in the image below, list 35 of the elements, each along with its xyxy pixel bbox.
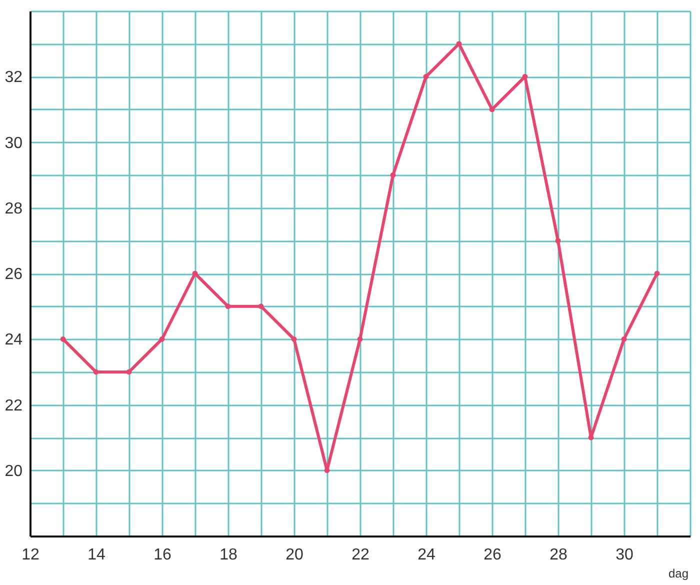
x-tick-label: 12 [22,546,40,564]
point [60,336,66,342]
point [258,304,264,310]
point [357,336,363,342]
x-axis-title: dag [668,566,688,580]
y-tick-label: 20 [4,462,23,480]
x-tick-label: 22 [352,546,370,564]
y-tick-label: 26 [4,266,23,283]
x-tick-label: 24 [418,546,436,564]
point [192,270,198,276]
point [654,270,660,276]
x-tick-label: 20 [286,546,304,564]
y-tick-label: 28 [4,200,23,218]
point [126,369,132,375]
point [555,238,561,244]
x-tick-label: 18 [220,546,238,564]
point [93,369,99,375]
point [390,172,396,178]
point [159,336,165,342]
point [225,304,231,310]
y-tick-label: 32 [4,69,23,86]
point [621,336,627,342]
x-tick-label: 14 [88,546,106,564]
y-tick-label: 22 [4,397,23,414]
point [522,74,528,80]
point [456,41,462,47]
point [489,106,495,112]
x-tick-label: 26 [484,546,502,564]
x-tick-label: 30 [616,546,634,564]
point [423,74,429,80]
y-tick-label: 30 [4,134,23,152]
x-tick-label: 28 [550,546,568,564]
point [291,336,297,342]
y-tick-label: 24 [4,332,23,349]
x-tick-label: 16 [154,546,172,564]
